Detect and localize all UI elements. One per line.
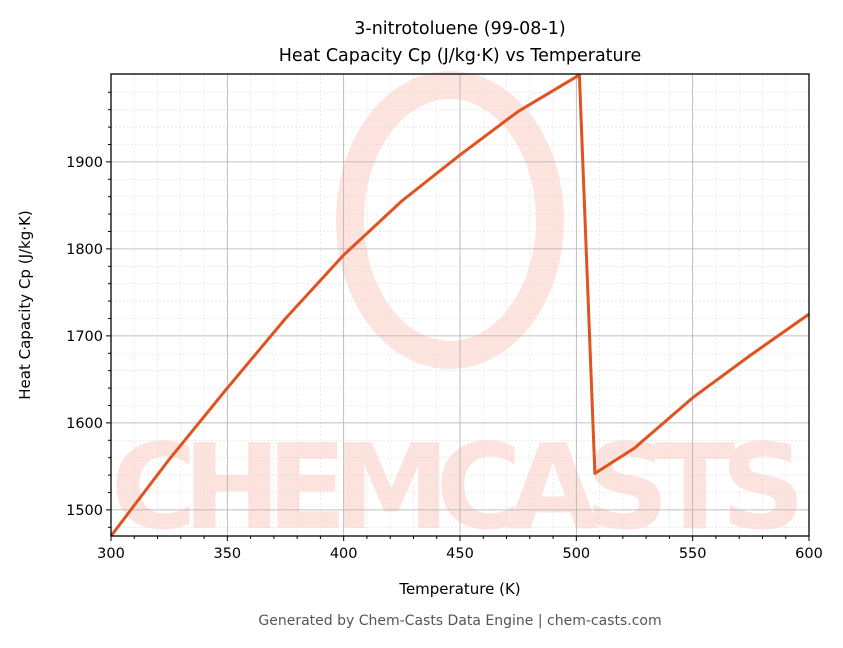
footer-credit: Generated by Chem-Casts Data Engine | ch… [258,613,661,629]
series-line-cp [109,73,810,537]
x-tick-label: 450 [446,546,474,562]
x-axis-label: Temperature (K) [398,580,520,598]
x-tick-label: 600 [795,546,823,562]
y-tick-label: 1900 [66,155,103,171]
y-tick-label: 1800 [66,242,103,258]
chart-title: 3-nitrotoluene (99-08-1) [354,19,565,39]
watermark-text: CHEMCASTS [111,418,806,556]
chart-subtitle: Heat Capacity Cp (J/kg·K) vs Temperature [279,46,641,66]
y-tick-label: 1500 [66,503,103,519]
x-tick-label: 500 [562,546,590,562]
y-axis-label: Heat Capacity Cp (J/kg·K) [16,210,34,399]
watermark: CHEMCASTS [111,71,806,556]
x-tick-label: 300 [97,546,125,562]
x-tick-label: 550 [679,546,707,562]
x-tick-label: 400 [330,546,358,562]
y-tick-label: 1700 [66,329,103,345]
y-tick-label: 1600 [66,416,103,432]
x-tick-label: 350 [213,546,241,562]
watermark-logo [336,71,564,369]
